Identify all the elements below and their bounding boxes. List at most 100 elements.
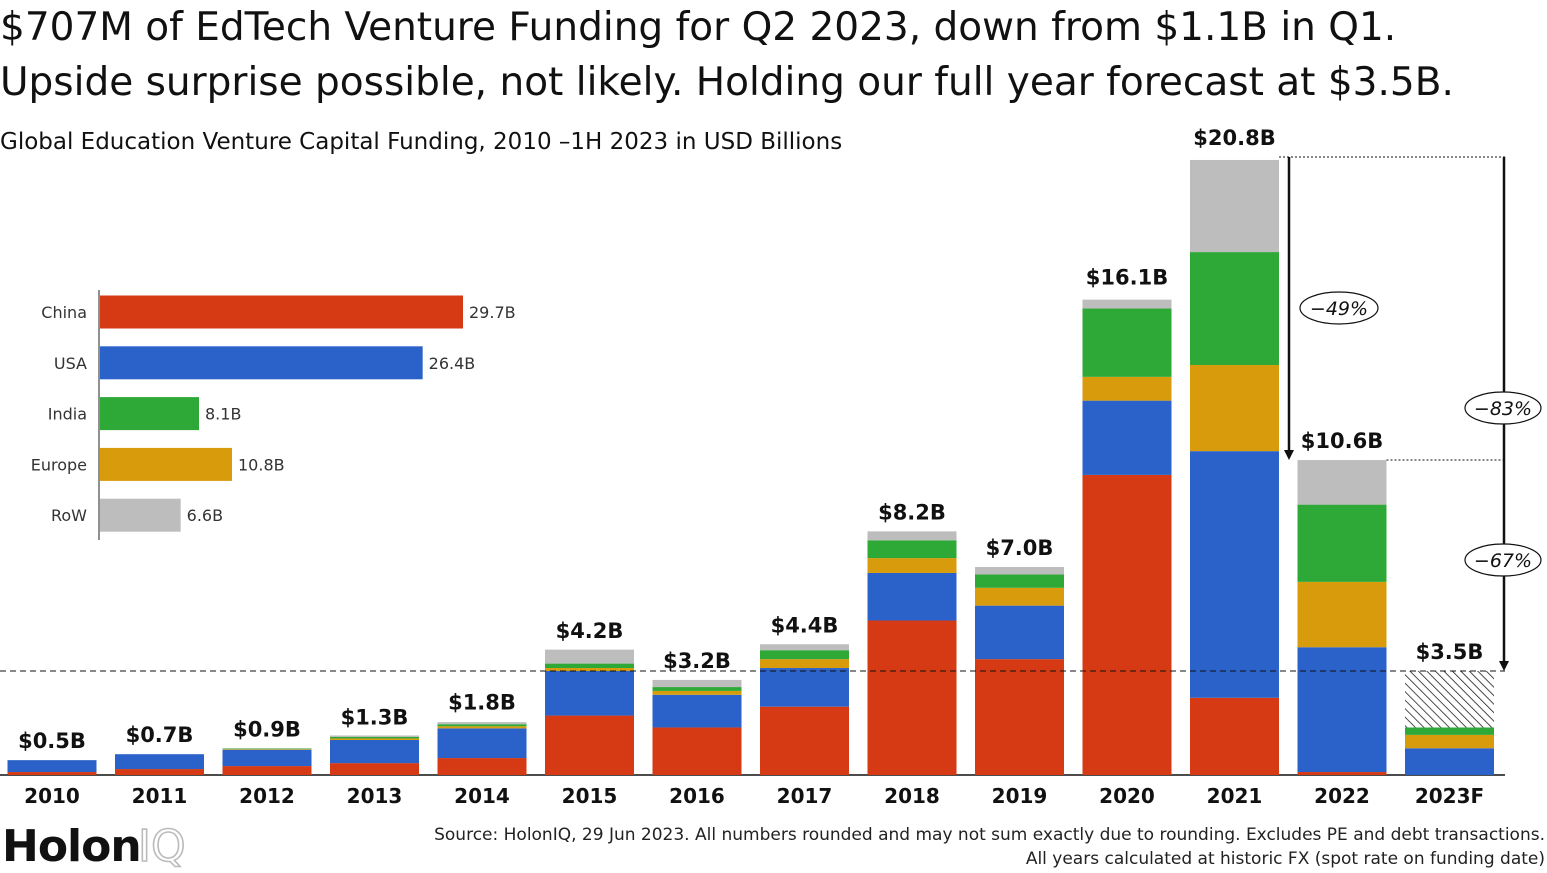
annotation: −83% (1474, 398, 1532, 420)
bar-segment (438, 724, 527, 726)
x-tick-label: 2018 (884, 784, 940, 808)
bar-segment (975, 588, 1064, 606)
bar-segment (975, 574, 1064, 587)
total-label: $0.5B (18, 729, 86, 753)
x-tick-label: 2014 (454, 784, 510, 808)
bar-segment (438, 726, 527, 728)
bar-segment (330, 763, 419, 775)
source: Source: HolonIQ, 29 Jun 2023. All number… (434, 825, 1545, 845)
bar-segment (868, 558, 957, 573)
legend-bar (100, 499, 181, 532)
bar-segment (760, 644, 849, 650)
legend-label: China (41, 303, 87, 322)
total-label: $16.1B (1086, 266, 1168, 290)
bar-segment (1405, 748, 1494, 775)
bar-segment (868, 621, 957, 776)
bar-segment (8, 760, 97, 772)
brand: IQ (138, 821, 186, 869)
bar-segment (1405, 735, 1494, 748)
x-tick-label: 2023F (1415, 784, 1484, 808)
bar-segment (760, 707, 849, 775)
legend-value: 10.8B (238, 455, 285, 474)
bar-segment (653, 687, 742, 691)
bar-segment (545, 716, 634, 775)
bar-segment (1298, 460, 1387, 505)
bar-segment (115, 754, 204, 769)
bar-segment (653, 691, 742, 695)
bar-segment (1190, 698, 1279, 775)
total-label: $1.8B (448, 691, 516, 715)
bar-segment (760, 650, 849, 659)
bar-segment (868, 531, 957, 540)
total-label: $8.2B (878, 500, 946, 524)
bar-segment (1190, 160, 1279, 252)
x-tick-label: 2017 (777, 784, 833, 808)
bar-segment (330, 737, 419, 738)
x-tick-label: 2011 (132, 784, 188, 808)
total-label: $0.9B (233, 717, 301, 741)
bar-segment (438, 728, 527, 758)
bar-segment (1298, 582, 1387, 647)
legend-label: USA (54, 354, 87, 373)
bar-segment (653, 727, 742, 775)
title: $707M of EdTech Venture Funding for Q2 2… (0, 5, 1396, 50)
arrow-head (1284, 450, 1294, 460)
subtitle: Global Education Venture Capital Funding… (0, 129, 842, 155)
bar-segment (330, 740, 419, 763)
title: Upside surprise possible, not likely. Ho… (0, 60, 1454, 105)
legend-label: Europe (31, 455, 87, 474)
bar-segment (1190, 365, 1279, 451)
bar-segment (760, 668, 849, 707)
bar-segment (223, 749, 312, 750)
bar-segment (545, 650, 634, 664)
bar-segment (1190, 252, 1279, 365)
brand: Holon (2, 821, 141, 869)
x-tick-label: 2012 (239, 784, 295, 808)
bar-segment (330, 738, 419, 739)
x-tick-label: 2010 (24, 784, 80, 808)
legend-value: 29.7B (469, 303, 516, 322)
bar-segment (653, 695, 742, 728)
total-label: $4.4B (771, 613, 839, 637)
bar-segment (438, 722, 527, 724)
bar-segment (1083, 377, 1172, 401)
bar-segment (975, 567, 1064, 574)
bar-segment (8, 772, 97, 775)
bar-segment (1190, 451, 1279, 698)
bar-segment (223, 749, 312, 750)
x-tick-label: 2021 (1207, 784, 1263, 808)
bar-segment (975, 606, 1064, 659)
source: All years calculated at historic FX (spo… (1026, 849, 1545, 869)
legend-label: India (48, 405, 87, 424)
bar-segment (1405, 727, 1494, 734)
bar-segment (868, 540, 957, 558)
bar-segment (1298, 505, 1387, 582)
legend-value: 6.6B (187, 506, 223, 525)
x-tick-label: 2016 (669, 784, 725, 808)
annotation: −49% (1310, 298, 1368, 320)
bar-segment (1298, 647, 1387, 772)
legend-value: 8.1B (205, 405, 241, 424)
bar-segment (868, 573, 957, 621)
bar-segment (223, 766, 312, 775)
total-label: $4.2B (556, 619, 624, 643)
legend-bar (100, 346, 423, 379)
forecast-segment (1405, 671, 1494, 727)
bar-segment (545, 671, 634, 716)
bar-segment (1083, 300, 1172, 309)
bar-segment (330, 735, 419, 736)
legend-label: RoW (51, 506, 87, 525)
x-tick-label: 2022 (1314, 784, 1370, 808)
bar-segment (1083, 401, 1172, 475)
bar-segment (975, 659, 1064, 775)
x-tick-label: 2015 (562, 784, 618, 808)
x-tick-label: 2013 (347, 784, 403, 808)
bar-segment (438, 758, 527, 775)
total-label: $10.6B (1301, 429, 1383, 453)
bar-segment (115, 769, 204, 775)
bar-segment (223, 750, 312, 766)
bar-segment (653, 680, 742, 687)
legend-value: 26.4B (429, 354, 476, 373)
x-tick-label: 2020 (1099, 784, 1155, 808)
